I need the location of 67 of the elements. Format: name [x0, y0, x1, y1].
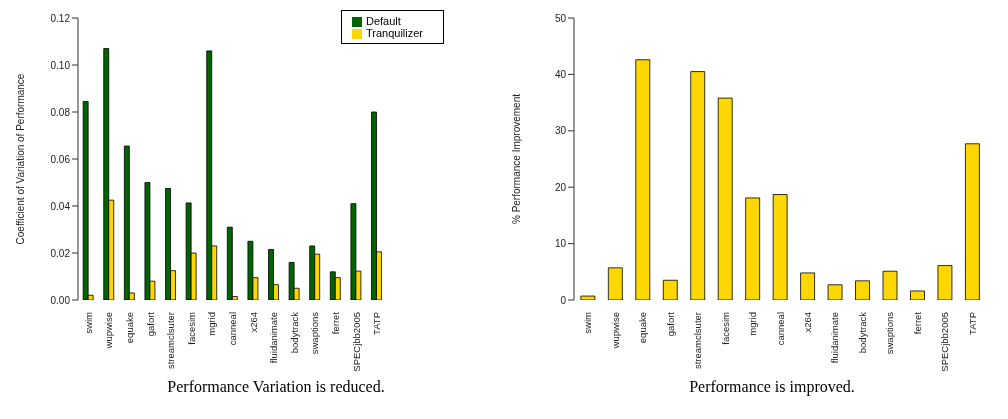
x-tick-label: equake — [123, 312, 135, 344]
y-axis-title: Coefficient of Variation of Performance — [14, 73, 26, 245]
x-tick-label: facesim — [719, 311, 731, 345]
x-tick-label: bodytrack — [288, 311, 300, 354]
bar — [965, 143, 980, 300]
y-tick-label: 0.06 — [50, 153, 71, 165]
bar — [910, 290, 925, 300]
x-tick-label: x264 — [801, 312, 813, 333]
y-tick-label: 0.10 — [50, 59, 71, 71]
bar — [635, 59, 651, 300]
x-tick-label: mgrid — [206, 312, 218, 336]
bar — [717, 97, 733, 300]
y-tick-label: 0.04 — [50, 200, 71, 212]
x-tick-label: wupwise — [103, 312, 115, 350]
x-tick-label: gafort — [144, 311, 156, 337]
bar — [937, 265, 953, 300]
x-tick-label: TATP — [966, 312, 978, 335]
bar — [855, 280, 870, 300]
x-tick-label: equake — [637, 312, 649, 344]
x-tick-label: streamclsuter — [165, 312, 177, 370]
bar — [607, 267, 623, 300]
x-tick-label: canneal — [774, 312, 786, 346]
x-tick-label: swaptions — [309, 311, 321, 355]
y-tick-label: 10 — [554, 238, 567, 250]
x-tick-label: bodytrack — [856, 311, 868, 354]
bar — [309, 245, 316, 300]
bar — [580, 295, 596, 300]
bar — [103, 48, 110, 300]
y-tick-label: 0.12 — [50, 12, 71, 24]
x-tick-label: x264 — [247, 312, 259, 333]
x-tick-label: TATP — [371, 312, 383, 335]
bar — [745, 197, 761, 300]
x-tick-label: SPECjbb2005 — [939, 312, 951, 372]
x-tick-label: mgrid — [747, 312, 759, 336]
x-tick-label: gafort — [664, 311, 676, 337]
legend-label: Default — [365, 15, 401, 27]
x-tick-label: swim — [82, 311, 94, 334]
bar — [772, 194, 788, 300]
y-axis-title: % Performance Improvement — [510, 93, 522, 225]
y-tick-label: 0.02 — [50, 247, 71, 259]
x-tick-label: facesim — [185, 311, 197, 345]
text: Performance Variation is reduced. — [166, 378, 386, 396]
y-tick-label: 0 — [560, 294, 567, 306]
x-tick-label: wupwise — [609, 312, 621, 350]
x-tick-label: SPECjbb2005 — [350, 312, 362, 372]
x-tick-label: ferret — [911, 311, 923, 335]
y-tick-label: 0.08 — [50, 106, 71, 118]
x-tick-label: ferret — [329, 311, 341, 335]
x-tick-label: swim — [582, 311, 594, 334]
y-tick-label: 30 — [554, 125, 567, 137]
y-tick-label: 0.00 — [50, 294, 71, 306]
text: Performance is improved. — [688, 378, 856, 396]
bar — [690, 71, 706, 300]
bar — [882, 270, 898, 300]
y-tick-label: 20 — [554, 181, 567, 193]
x-tick-label: streamclsuter — [692, 312, 704, 370]
y-tick-label: 50 — [554, 12, 567, 24]
bar — [206, 50, 213, 300]
x-tick-label: fluidanimate — [829, 312, 841, 364]
bar — [827, 284, 843, 300]
x-tick-label: swaptions — [884, 311, 896, 355]
y-tick-label: 40 — [554, 68, 567, 80]
x-tick-label: fluidanimate — [268, 312, 280, 364]
legend-label: Tranquilizer — [365, 27, 423, 40]
bar — [800, 272, 815, 300]
bar — [662, 279, 678, 300]
x-tick-label: canneal — [226, 312, 238, 346]
